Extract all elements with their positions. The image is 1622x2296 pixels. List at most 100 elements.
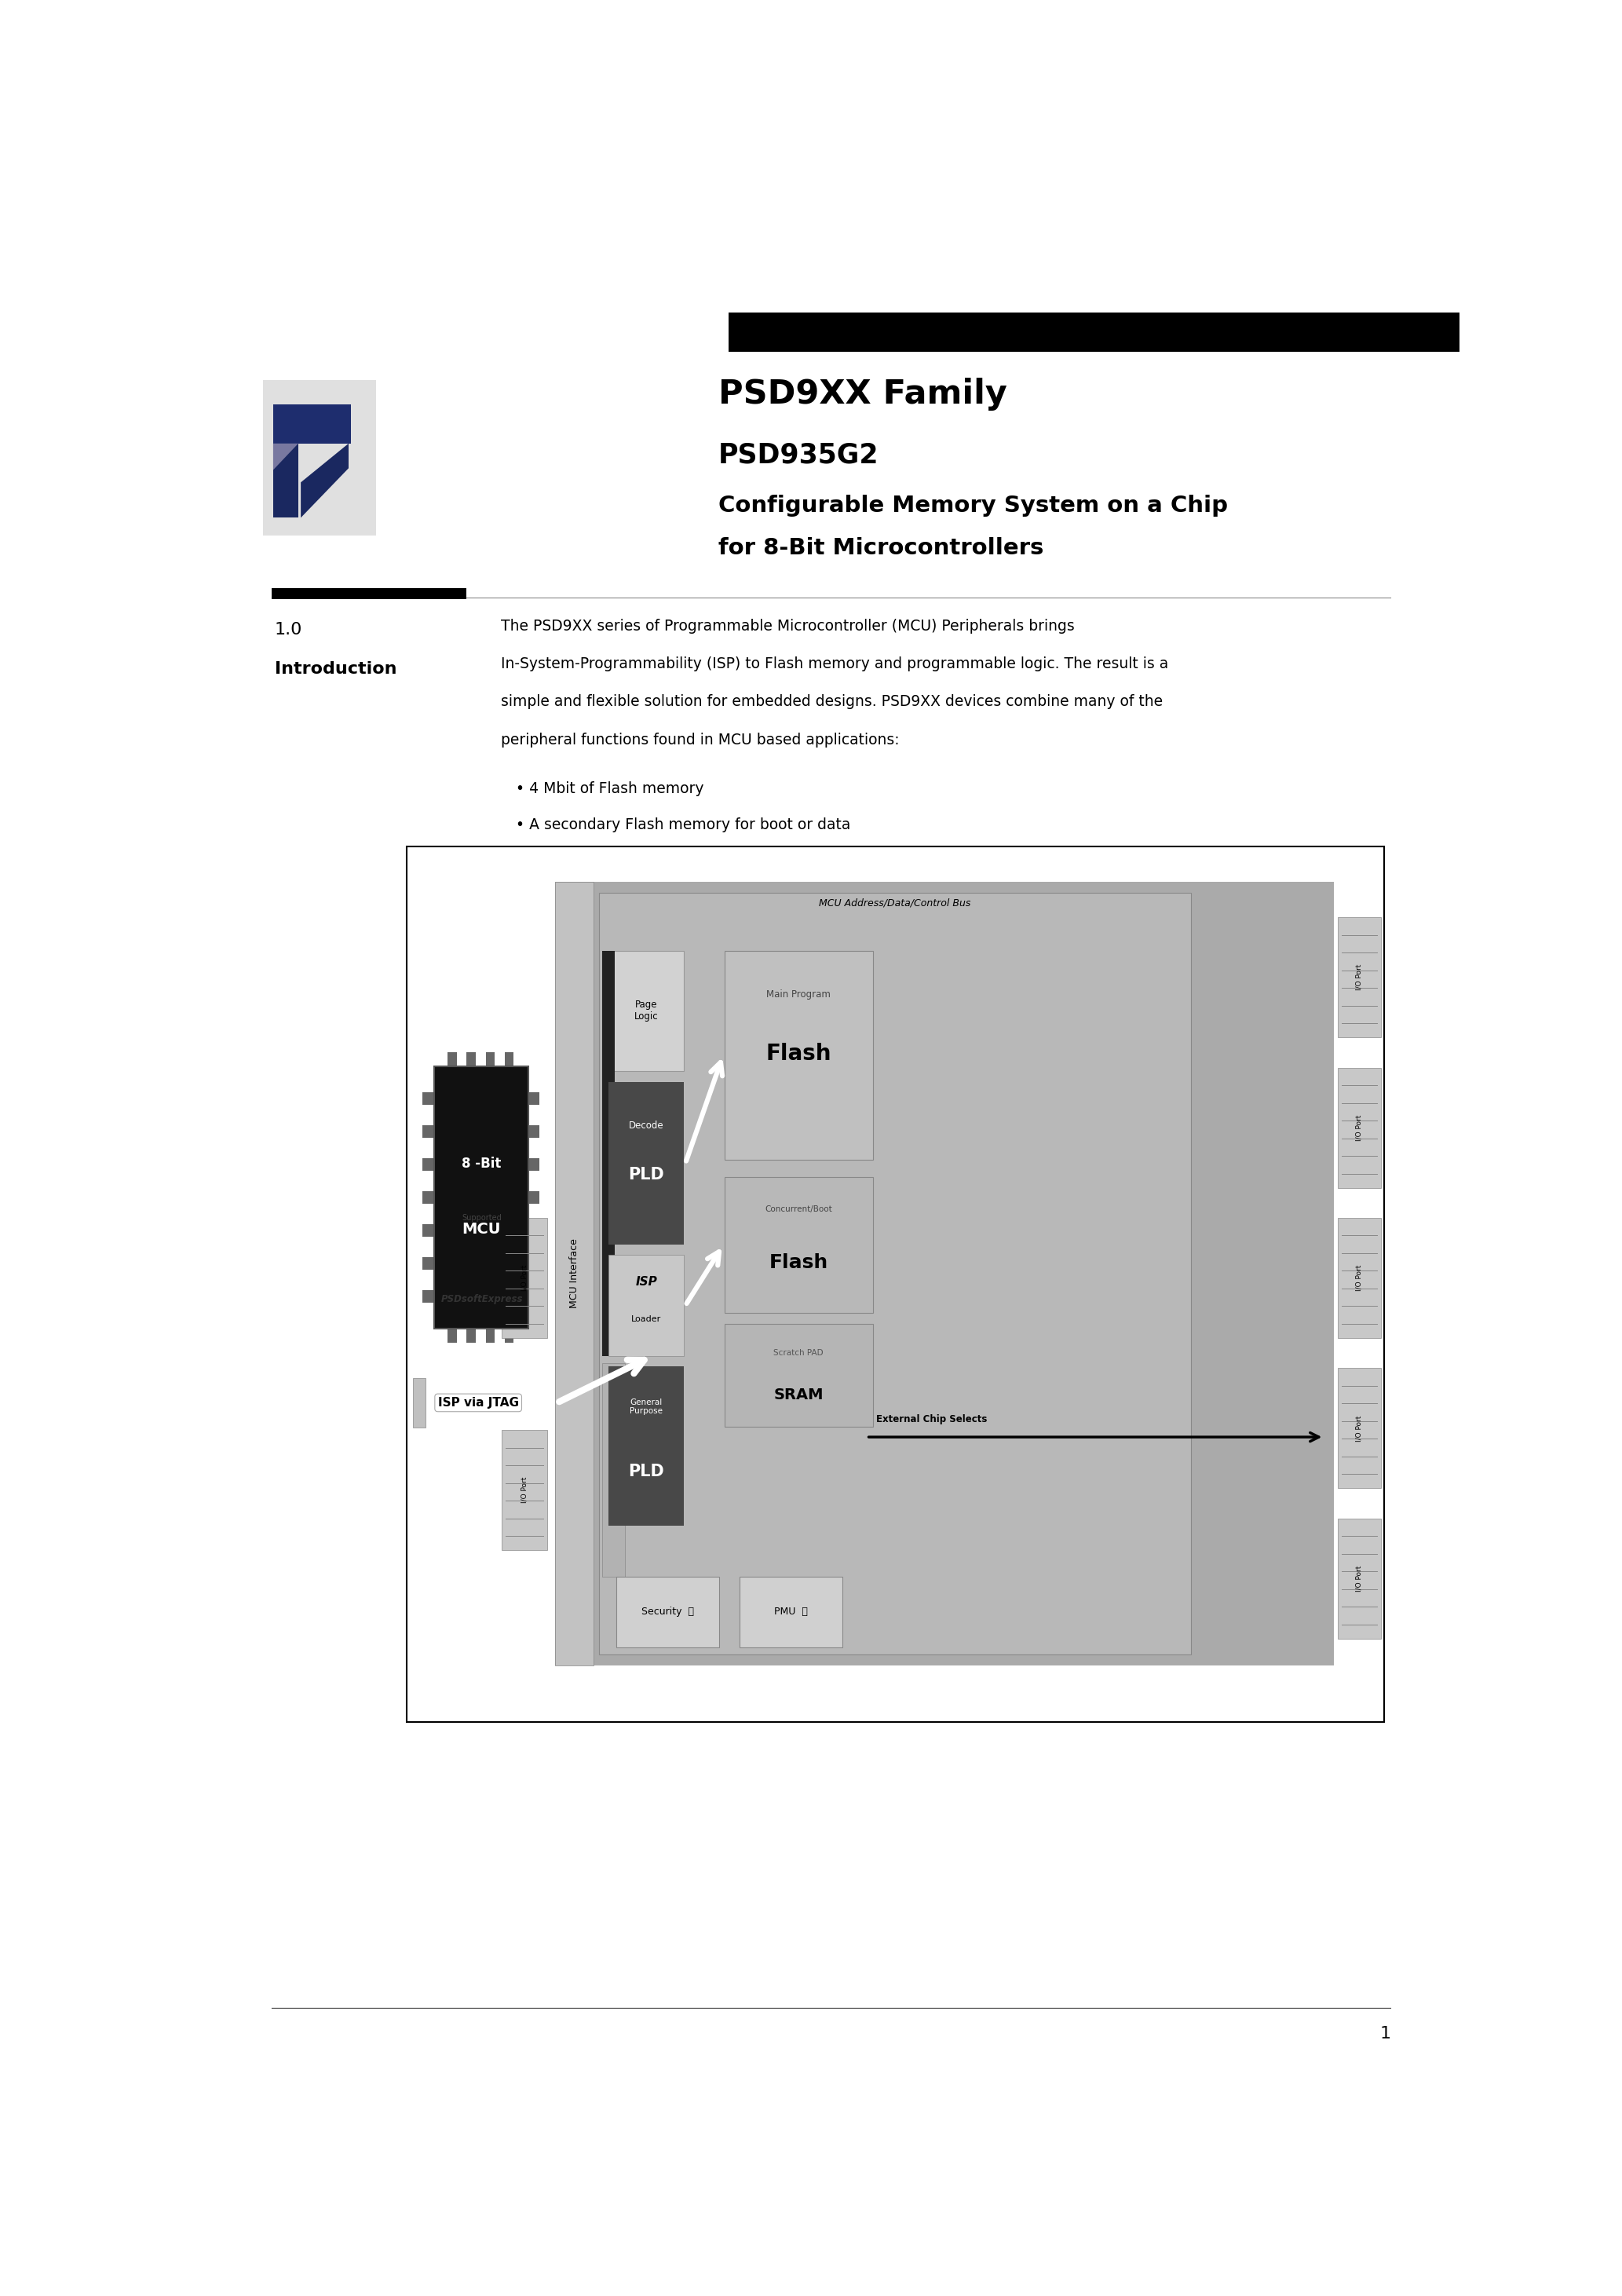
Text: MCU Interface: MCU Interface <box>569 1238 579 1309</box>
Bar <box>608 1256 684 1355</box>
Text: simple and flexible solution for embedded designs. PSD9XX devices combine many o: simple and flexible solution for embedde… <box>501 693 1163 709</box>
Text: Supported: Supported <box>462 1215 501 1221</box>
Bar <box>1338 1518 1380 1639</box>
Bar <box>616 1577 720 1649</box>
Bar <box>608 951 684 1070</box>
Bar <box>485 1052 495 1070</box>
Bar <box>448 1052 457 1070</box>
Bar <box>504 1052 513 1070</box>
Text: I/O Port: I/O Port <box>521 1265 529 1290</box>
Text: MCU: MCU <box>462 1221 501 1235</box>
Text: 8 -Bit: 8 -Bit <box>461 1157 501 1171</box>
Text: PSD935G2: PSD935G2 <box>719 441 879 468</box>
Bar <box>728 312 1460 351</box>
Text: External Chip Selects: External Chip Selects <box>876 1414 988 1424</box>
Bar <box>740 1577 842 1649</box>
Bar <box>555 882 1335 1665</box>
Text: PLD: PLD <box>629 1463 665 1479</box>
Bar <box>526 1258 540 1270</box>
Bar <box>608 1366 684 1525</box>
Text: Scratch PAD: Scratch PAD <box>774 1348 824 1357</box>
Bar <box>448 1325 457 1343</box>
Text: In-System-Programmability (ISP) to Flash memory and programmable logic. The resu: In-System-Programmability (ISP) to Flash… <box>501 657 1168 670</box>
Text: Flash: Flash <box>766 1042 832 1065</box>
Text: Flash: Flash <box>769 1254 829 1272</box>
Bar <box>407 847 1385 1722</box>
Bar <box>435 1068 529 1329</box>
Bar <box>423 1093 436 1104</box>
Text: Concurrent/Boot: Concurrent/Boot <box>766 1205 832 1212</box>
Bar <box>599 893 1191 1655</box>
Bar <box>725 1178 873 1313</box>
Bar <box>725 1325 873 1426</box>
Bar <box>467 1325 475 1343</box>
Bar <box>501 1430 547 1550</box>
Bar <box>602 1364 624 1577</box>
Bar <box>526 1290 540 1302</box>
Bar <box>526 1157 540 1171</box>
Bar <box>725 951 873 1159</box>
Text: • Over 3,000 gates of Flash programmable logic: • Over 3,000 gates of Flash programmable… <box>516 854 871 868</box>
Polygon shape <box>300 443 349 517</box>
Text: I/O Port: I/O Port <box>1356 964 1362 990</box>
Text: peripheral functions found in MCU based applications:: peripheral functions found in MCU based … <box>501 732 899 748</box>
Text: PLD: PLD <box>629 1166 665 1182</box>
Bar <box>504 1325 513 1343</box>
Bar <box>485 1325 495 1343</box>
Bar <box>263 379 376 535</box>
Text: • Reconfigurable I/O ports: • Reconfigurable I/O ports <box>516 925 707 941</box>
Text: PSDsoftExpress: PSDsoftExpress <box>441 1295 522 1304</box>
Text: Main Program: Main Program <box>767 990 830 1001</box>
Text: • 64 Kbit SRAM: • 64 Kbit SRAM <box>516 891 628 905</box>
Polygon shape <box>272 443 298 471</box>
Bar <box>1338 1368 1380 1488</box>
Bar <box>423 1290 436 1302</box>
Text: Decode: Decode <box>629 1120 663 1132</box>
Text: PSD9XX Family: PSD9XX Family <box>719 379 1007 411</box>
Text: SRAM: SRAM <box>774 1387 824 1403</box>
Text: • A secondary Flash memory for boot or data: • A secondary Flash memory for boot or d… <box>516 817 850 833</box>
Text: General
Purpose: General Purpose <box>629 1398 663 1414</box>
Bar <box>423 1125 436 1139</box>
Text: I/O Port: I/O Port <box>1356 1566 1362 1591</box>
Bar <box>272 443 298 517</box>
Text: for 8-Bit Microcontrollers: for 8-Bit Microcontrollers <box>719 537 1043 560</box>
Text: I/O Port: I/O Port <box>521 1476 529 1504</box>
Bar <box>501 1217 547 1339</box>
Bar <box>555 882 594 1665</box>
Bar <box>526 1093 540 1104</box>
Text: Configurable Memory System on a Chip: Configurable Memory System on a Chip <box>719 494 1228 517</box>
Text: 1.0: 1.0 <box>274 622 302 638</box>
Bar <box>526 1224 540 1238</box>
Bar <box>1338 1217 1380 1339</box>
Bar <box>467 1052 475 1070</box>
Bar <box>423 1224 436 1238</box>
Bar <box>423 1157 436 1171</box>
Bar <box>272 588 467 599</box>
Bar <box>423 1192 436 1203</box>
Text: Security  🔒: Security 🔒 <box>642 1607 694 1616</box>
Text: • Programmable power management.: • Programmable power management. <box>516 962 796 978</box>
Text: ISP via JTAG: ISP via JTAG <box>438 1396 519 1410</box>
Bar <box>602 951 615 1355</box>
Text: Loader: Loader <box>631 1316 662 1322</box>
Text: PLD Input Bus: PLD Input Bus <box>610 1442 618 1499</box>
Text: The PSD9XX series of Programmable Microcontroller (MCU) Peripherals brings: The PSD9XX series of Programmable Microc… <box>501 618 1074 634</box>
Text: • 4 Mbit of Flash memory: • 4 Mbit of Flash memory <box>516 781 704 797</box>
Bar <box>1338 1068 1380 1187</box>
Bar <box>423 1258 436 1270</box>
Bar <box>526 1125 540 1139</box>
Text: Page
Logic: Page Logic <box>634 1001 659 1022</box>
Text: Introduction: Introduction <box>274 661 396 677</box>
Text: I/O Port: I/O Port <box>1356 1114 1362 1141</box>
Text: ISP: ISP <box>636 1277 657 1288</box>
Text: I/O Port: I/O Port <box>1356 1265 1362 1290</box>
Text: I/O Port: I/O Port <box>1356 1414 1362 1442</box>
Bar <box>272 404 350 443</box>
Text: PMU  💾: PMU 💾 <box>774 1607 808 1616</box>
Bar <box>412 1378 425 1428</box>
Bar <box>526 1192 540 1203</box>
Text: MCU Address/Data/Control Bus: MCU Address/Data/Control Bus <box>819 898 970 907</box>
Text: 1: 1 <box>1380 2025 1390 2041</box>
Bar <box>1338 918 1380 1038</box>
